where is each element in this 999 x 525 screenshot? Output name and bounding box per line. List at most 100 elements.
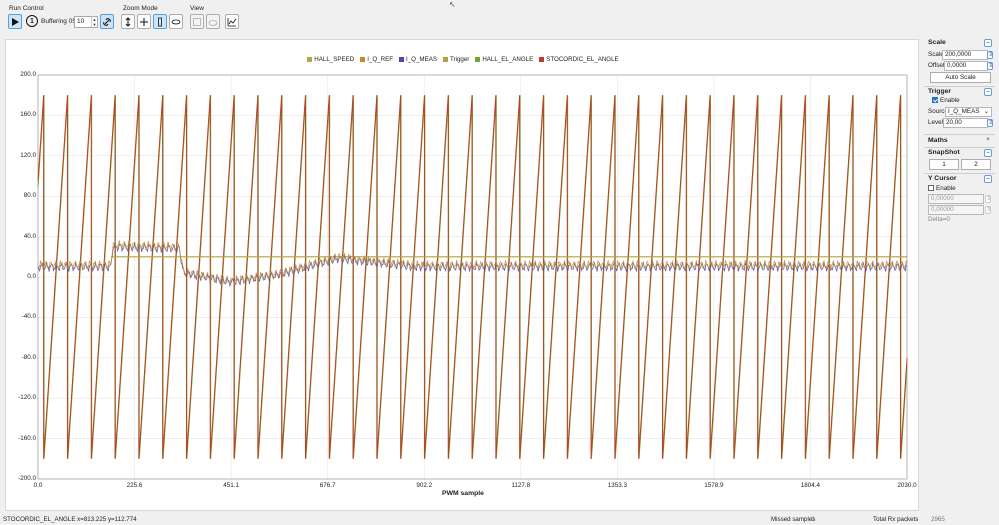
legend-label: HALL_EL_ANGLE — [482, 56, 534, 63]
offset-value: 0,0000 — [947, 62, 967, 69]
legend-label: Trigger — [449, 56, 470, 63]
x-tick-label: 451.1 — [223, 482, 239, 489]
scale-input[interactable]: 200,0000 — [942, 50, 988, 60]
rx-packets-label: Total Rx packets — [873, 516, 919, 523]
snapshot-2-button[interactable]: 2 — [961, 159, 991, 170]
legend-item[interactable]: I_Q_REF — [360, 56, 393, 63]
legend-item[interactable]: Trigger — [442, 56, 470, 63]
zoom-x-button[interactable] — [169, 14, 183, 29]
trigger-enable-label: Enable — [940, 97, 960, 104]
ycursor-value2-input[interactable]: 0,00000 — [928, 205, 984, 215]
cursor-readout: STOCORDIC_EL_ANGLE x=813.225 y=112.774 — [3, 516, 137, 523]
plot-frame — [37, 74, 908, 480]
view-cloud-button[interactable] — [206, 14, 220, 29]
buffer-count-spinbox[interactable]: 10 ▲ ▼ — [74, 16, 98, 28]
view-fit-button[interactable] — [190, 14, 204, 29]
link-button[interactable] — [100, 14, 114, 29]
ycursor-value1-input[interactable]: 0,00000 — [928, 194, 984, 204]
divider — [924, 173, 995, 174]
scale-title: Scale — [928, 39, 946, 46]
status-bar: STOCORDIC_EL_ANGLE x=813.225 y=112.774 M… — [0, 515, 999, 525]
zoom-vertical-icon — [125, 16, 131, 27]
zoom-mode-label: Zoom Mode — [123, 5, 158, 12]
auto-scale-button[interactable]: Auto Scale — [930, 72, 991, 83]
ycursor-enable-checkbox[interactable]: Enable — [928, 185, 956, 192]
divider — [924, 147, 995, 148]
level-spin-icon[interactable]: ⇕ — [987, 119, 994, 127]
trigger-enable-checkbox[interactable]: Enable — [932, 97, 960, 104]
buffer-count-value: 10 — [77, 18, 85, 25]
ycursor-collapse-icon[interactable]: – — [984, 175, 992, 183]
ycursor-enable-label: Enable — [936, 185, 956, 192]
mouse-cursor-icon: ↖ — [449, 0, 456, 9]
legend-label: STOCORDIC_EL_ANGLE — [546, 56, 619, 63]
play-button[interactable] — [8, 14, 22, 29]
ycursor-value1-spin-icon[interactable]: ⇕ — [985, 195, 992, 203]
ycursor-value2: 0,00000 — [931, 206, 954, 213]
ycursor-delta: Delta=0 — [928, 216, 950, 223]
offset-input[interactable]: 0,0000 — [944, 61, 988, 71]
ycursor-value2-spin-icon[interactable]: ⇕ — [985, 206, 992, 214]
offset-spin-icon[interactable]: ⇕ — [987, 62, 994, 70]
y-tick-label: -120.0 — [18, 394, 36, 402]
ycursor-section: Y Cursor – — [924, 173, 995, 184]
legend-item[interactable]: I_Q_MEAS — [399, 56, 437, 63]
legend-label: I_Q_MEAS — [406, 56, 437, 63]
view-chart-button[interactable] — [225, 14, 239, 29]
zoom-both-button[interactable] — [137, 14, 151, 29]
line-chart-icon — [227, 17, 237, 26]
divider — [924, 134, 995, 135]
toolbar: Run Control Zoom Mode View ↖ 1 Buffering… — [0, 0, 999, 36]
spin-arrows-icon[interactable]: ▲ ▼ — [91, 17, 97, 27]
zoom-x-icon — [171, 19, 181, 24]
level-input[interactable]: 20,00 — [943, 118, 988, 128]
chevron-down-icon: ⌄ — [983, 108, 989, 115]
zoom-vertical-button[interactable] — [121, 14, 135, 29]
maths-section: Maths + — [924, 135, 995, 146]
snapshot-header: SnapShot – — [924, 147, 995, 158]
scale-section: Scale – — [924, 37, 995, 48]
trigger-section: Trigger – — [924, 86, 995, 97]
level-value: 20,00 — [946, 119, 962, 126]
snapshot-title: SnapShot — [928, 149, 960, 156]
legend-item[interactable]: HALL_SPEED — [307, 56, 354, 63]
trigger-collapse-icon[interactable]: – — [984, 88, 992, 96]
series-line-stocordic-el-angle — [37, 95, 908, 459]
legend-swatch — [442, 56, 448, 62]
scale-collapse-icon[interactable]: – — [984, 39, 992, 47]
source-select[interactable]: I_Q_MEAS ⌄ — [945, 107, 992, 117]
scale-value: 200,0000 — [945, 51, 972, 58]
x-tick-label: 902.2 — [416, 482, 433, 489]
plot-area[interactable]: HALL_SPEED I_Q_REF I_Q_MEAS Trigger HALL_EL_… — [5, 39, 919, 511]
checkbox-unchecked-icon[interactable] — [928, 185, 934, 192]
legend-label: HALL_SPEED — [314, 56, 355, 63]
y-tick-label: -200.0 — [18, 475, 36, 482]
scale-label: Scale — [928, 51, 944, 58]
legend-swatch — [399, 56, 404, 62]
play-icon — [12, 17, 19, 26]
legend-item[interactable]: HALL_EL_ANGLE — [475, 56, 533, 63]
x-tick-label: 2030.0 — [897, 482, 917, 489]
y-tick-label: 0.0 — [27, 273, 36, 280]
x-tick-label: 225.6 — [126, 482, 143, 489]
checkbox-checked-icon[interactable] — [932, 97, 938, 104]
plot-canvas[interactable] — [6, 40, 920, 512]
snapshot-section: SnapShot – — [924, 147, 995, 158]
link-icon — [103, 17, 111, 26]
source-label: Source — [928, 108, 948, 115]
legend-item[interactable]: STOCORDIC_EL_ANGLE — [539, 56, 619, 63]
ycursor-header: Y Cursor – — [924, 173, 995, 184]
scale-spin-icon[interactable]: ⇕ — [987, 51, 994, 59]
buffering-label: Buffering 05/ — [41, 18, 78, 25]
run-control-label: Run Control — [9, 5, 44, 12]
side-panel: Scale – Scale 200,0000 ⇕ Offset 0,0000 ⇕… — [924, 36, 995, 515]
x-tick-label: 676.7 — [319, 482, 336, 489]
trigger-header: Trigger – — [924, 86, 995, 97]
snapshot-collapse-icon[interactable]: – — [984, 149, 992, 157]
maths-expand-icon[interactable]: + — [986, 137, 990, 143]
legend-swatch — [539, 56, 545, 62]
snapshot-1-button[interactable]: 1 — [929, 159, 959, 170]
y-tick-label: -160.0 — [18, 434, 36, 442]
zoom-horizontal-button[interactable] — [153, 14, 167, 29]
